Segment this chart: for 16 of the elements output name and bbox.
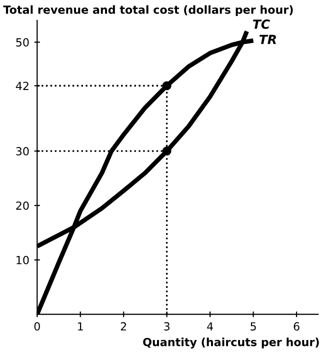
series-label: TC <box>252 19 270 29</box>
x-tick-label: 6 <box>294 322 300 331</box>
y-tick-label: 50 <box>16 38 29 47</box>
y-tick-label: 30 <box>16 147 29 156</box>
y-tick-label: 10 <box>16 256 29 264</box>
y-tick-label: 42 <box>16 82 28 90</box>
y-tick-label: 20 <box>16 201 29 210</box>
x-tick-label: 0 <box>34 322 40 331</box>
x-axis-title: Quantity (haircuts per hour) <box>143 338 319 348</box>
x-tick-label: 2 <box>120 322 126 330</box>
x-tick-label: 3 <box>164 322 170 331</box>
series-label: TR <box>259 34 276 44</box>
x-tick-label: 4 <box>207 322 213 330</box>
x-tick-label: 1 <box>78 322 83 330</box>
x-tick-label: 5 <box>250 322 256 331</box>
y-axis-title: Total revenue and total cost (dollars per hour) <box>3 5 293 16</box>
